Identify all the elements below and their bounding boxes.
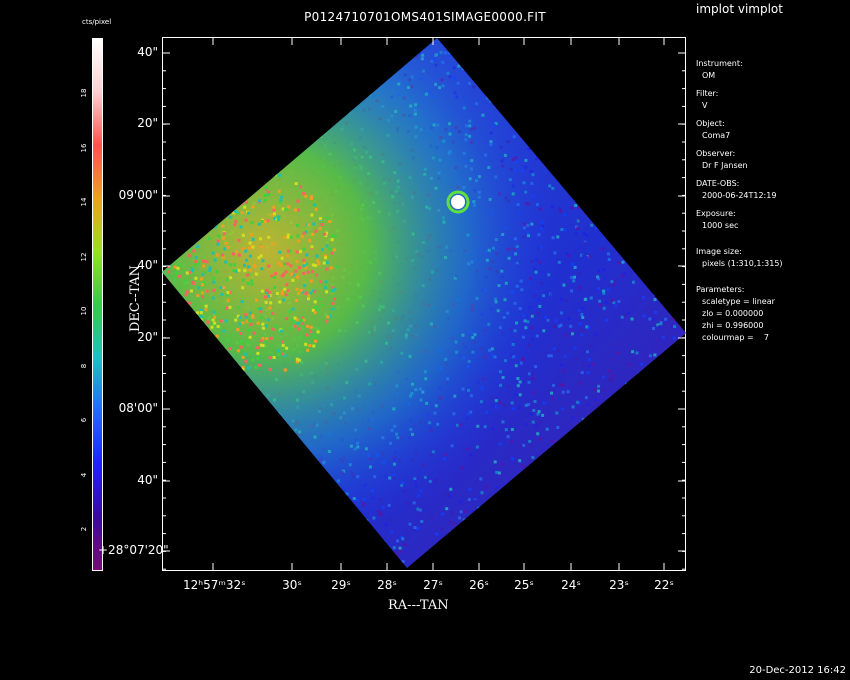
image-data [162, 38, 686, 568]
x-tick-label: 22ˢ [654, 578, 674, 592]
x-tick-label: 25ˢ [514, 578, 534, 592]
parameter-item: zlo = 0.000000 [702, 309, 764, 318]
metadata-panel: Instrument: OM Filter: V Object: Coma7 Observe… [696, 58, 783, 344]
colorbar [92, 38, 103, 571]
bright-star [451, 195, 465, 209]
parameter-item: scaletype = linear [702, 297, 775, 306]
image-title: P0124710701OMS401SIMAGE0000.FIT [304, 10, 546, 24]
parameter-item: zhi = 0.996000 [702, 321, 764, 330]
metadata-value: V [702, 101, 708, 110]
metadata-value: 1000 sec [702, 221, 739, 230]
y-tick-label: +28°07'20" [98, 543, 169, 557]
y-tick-label: 09'00" [118, 188, 158, 202]
x-axis-label: RA---TAN [388, 598, 449, 613]
parameter-item: colourmap = 7 [702, 333, 769, 342]
timestamp: 20-Dec-2012 16:42 [749, 665, 846, 676]
x-tick-label: 12ʰ57ᵐ32ˢ [183, 578, 246, 592]
colorbar-label: cts/pixel [82, 18, 112, 26]
x-tick-label: 24ˢ [561, 578, 581, 592]
y-tick-label: 20" [137, 330, 158, 344]
y-axis-label: DEC--TAN [128, 265, 143, 332]
metadata-value: OM [702, 71, 716, 80]
app-name: implot vimplot [696, 2, 783, 16]
x-tick-label: 30ˢ [282, 578, 302, 592]
metadata-value: 2000-06-24T12:19 [702, 191, 777, 200]
x-tick-label: 27ˢ [423, 578, 443, 592]
parameters-label: Parameters: [696, 285, 745, 294]
y-tick-label: 40" [137, 473, 158, 487]
metadata-value: pixels (1:310,1:315) [702, 259, 783, 268]
x-tick-label: 23ˢ [609, 578, 629, 592]
x-tick-label: 26ˢ [469, 578, 489, 592]
plot-frame [162, 37, 686, 571]
y-tick-label: 20" [137, 116, 158, 130]
y-tick-label: 08'00" [118, 401, 158, 415]
metadata-key: Filter: [696, 89, 719, 98]
metadata-value: Dr F Jansen [702, 161, 748, 170]
y-tick-label: 40" [137, 258, 158, 272]
metadata-key: Image size: [696, 247, 742, 256]
metadata-key: Instrument: [696, 59, 743, 68]
metadata-value: Coma7 [702, 131, 731, 140]
x-tick-label: 28ˢ [377, 578, 397, 592]
x-tick-label: 29ˢ [331, 578, 351, 592]
y-tick-label: 40" [137, 45, 158, 59]
metadata-key: DATE-OBS: [696, 179, 740, 188]
metadata-key: Object: [696, 119, 725, 128]
metadata-key: Observer: [696, 149, 736, 158]
metadata-key: Exposure: [696, 209, 736, 218]
